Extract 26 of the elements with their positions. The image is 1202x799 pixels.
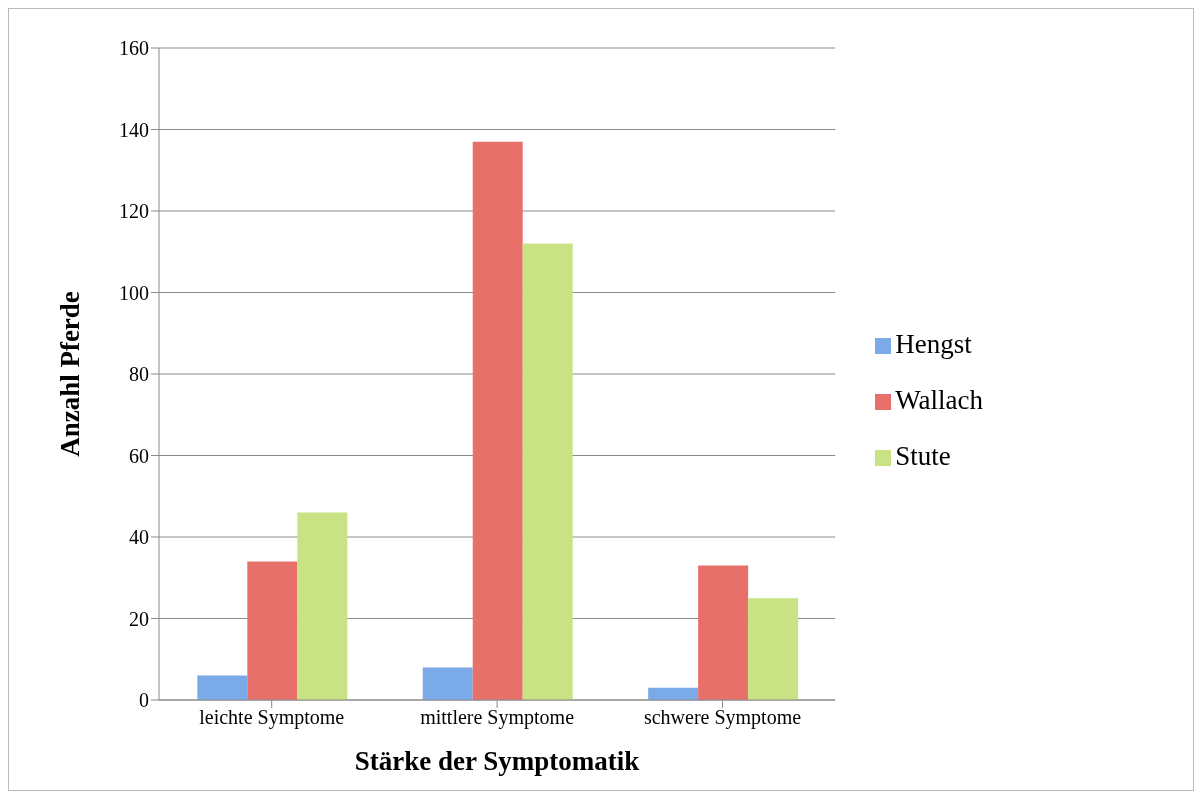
y-tick-label: 80	[129, 363, 149, 386]
bar	[247, 561, 298, 700]
bar	[197, 675, 248, 700]
y-tick-label: 100	[119, 281, 149, 304]
y-tick-label: 40	[129, 526, 149, 549]
y-tick-label: 160	[119, 37, 149, 60]
bar	[297, 512, 348, 700]
bar	[698, 565, 749, 700]
x-tick-label: schwere Symptome	[643, 706, 802, 730]
legend-label: Hengst	[895, 328, 972, 359]
bar	[472, 141, 523, 700]
y-tick-label: 140	[119, 118, 149, 141]
bar	[522, 243, 573, 700]
bar	[748, 598, 799, 700]
x-tick-label: leichte Symptome	[199, 706, 345, 730]
x-tick-label: mittlere Symptome	[420, 706, 575, 730]
y-tick-label: 60	[129, 444, 149, 467]
x-axis-title: Stärke der Symptomatik	[354, 746, 640, 776]
y-tick-label: 20	[129, 607, 149, 630]
y-tick-label: 120	[119, 200, 149, 223]
legend-label: Wallach	[895, 384, 983, 415]
y-tick-label: 0	[139, 689, 149, 712]
y-axis-title: Anzahl Pferde	[54, 291, 85, 457]
legend-label: Stute	[895, 440, 951, 471]
bar	[422, 667, 473, 700]
bar	[648, 687, 699, 700]
